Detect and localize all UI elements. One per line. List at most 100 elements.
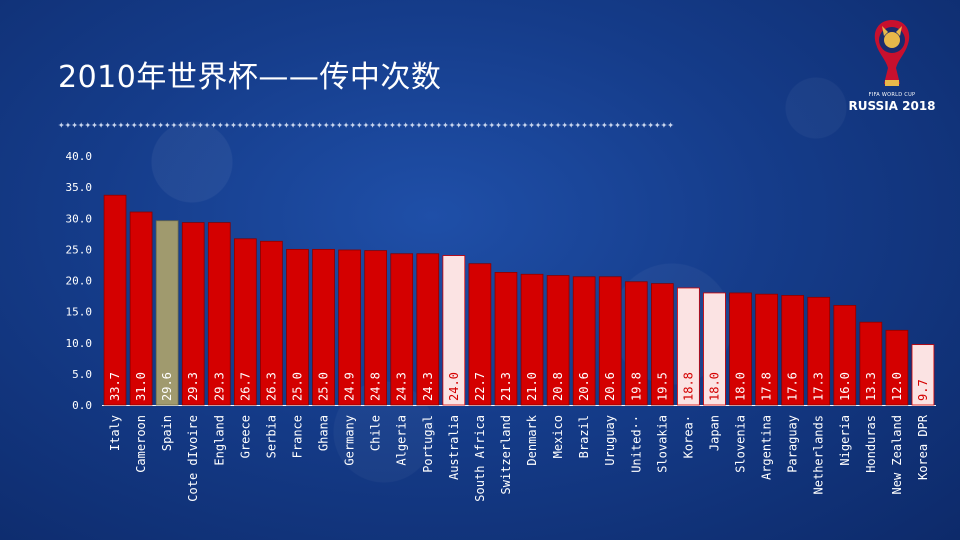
x-tick-label: Switzerland: [499, 415, 513, 494]
bar: [181, 222, 205, 406]
x-tick-label: England: [212, 415, 226, 466]
x-tick-label: Netherlands: [812, 415, 826, 494]
x-tick-label: Ghana: [317, 415, 331, 451]
bar-value-label: 19.8: [629, 372, 643, 401]
bar-value-label: 25.0: [290, 372, 304, 401]
bar: [468, 263, 492, 406]
bar: [650, 283, 674, 406]
y-tick-label: 25.0: [66, 243, 93, 256]
y-tick-label: 10.0: [66, 337, 93, 350]
x-tick-label: Paraguay: [786, 415, 800, 473]
y-tick-label: 5.0: [72, 368, 92, 381]
bar: [885, 329, 909, 406]
bar: [207, 222, 231, 406]
bar-value-label: 17.6: [786, 372, 800, 401]
page-title: 2010年世界杯——传中次数: [58, 60, 442, 95]
bar: [520, 273, 544, 406]
x-tick-label: Algeria: [395, 415, 409, 466]
x-tick-label: Greece: [238, 415, 252, 458]
bar: [494, 272, 518, 406]
logo-caption: FIFA WORLD CUP: [868, 92, 916, 98]
x-tick-label: Nigeria: [838, 415, 852, 466]
y-tick-label: 35.0: [66, 181, 93, 194]
bar-value-label: 25.0: [317, 372, 331, 401]
x-tick-label: Serbia: [264, 415, 278, 458]
bar-value-label: 12.0: [890, 372, 904, 401]
bar: [390, 253, 414, 406]
x-tick-label: Chile: [369, 415, 383, 451]
x-tick-label: Germany: [343, 415, 357, 466]
bar: [781, 295, 805, 406]
x-tick-label: Cameroon: [134, 415, 148, 473]
y-tick-label: 0.0: [72, 399, 92, 412]
bar-value-label: 18.8: [681, 372, 695, 401]
x-tick-label: Italy: [108, 415, 122, 451]
bar: [364, 250, 388, 406]
bar: [338, 249, 361, 406]
bar-value-label: 31.0: [134, 372, 148, 401]
bar: [755, 293, 778, 406]
bar-value-label: 19.5: [655, 372, 669, 401]
y-tick-label: 15.0: [66, 306, 93, 319]
x-tick-label: Japan: [707, 415, 721, 451]
bar: [312, 248, 335, 406]
x-tick-label: New Zealand: [890, 415, 904, 494]
bar-value-label: 26.7: [238, 372, 252, 401]
bar: [911, 344, 935, 406]
x-tick-label: Cote dIvoire: [186, 415, 200, 502]
bar-value-label: 29.3: [212, 372, 226, 401]
y-tick-label: 20.0: [66, 275, 93, 288]
x-tick-label: United··: [629, 415, 643, 473]
bar: [807, 296, 831, 406]
bar-value-label: 24.8: [369, 372, 383, 401]
bar-value-label: 9.7: [916, 379, 930, 401]
bar-value-label: 16.0: [838, 372, 852, 401]
bar: [129, 211, 153, 406]
bar-value-label: 24.9: [343, 372, 357, 401]
x-tick-label: Slovakia: [655, 415, 669, 473]
bar-value-label: 22.7: [473, 372, 487, 401]
bar-value-label: 24.3: [395, 372, 409, 401]
logo-wordmark: RUSSIA 2018: [848, 99, 936, 113]
x-tick-label: Mexico: [551, 415, 565, 458]
bar-value-label: 33.7: [108, 372, 122, 401]
bar: [233, 238, 257, 406]
trophy-icon: [874, 20, 910, 86]
bar-value-label: 29.6: [160, 372, 174, 401]
bar-value-label: 24.0: [447, 372, 461, 401]
bar: [572, 276, 596, 406]
x-tick-label: Portugal: [421, 415, 435, 473]
bar-value-label: 21.0: [525, 372, 539, 401]
x-tick-label: Uruguay: [603, 415, 617, 466]
x-tick-label: Korea·: [681, 415, 695, 458]
x-tick-label: South Africa: [473, 415, 487, 502]
bar: [859, 321, 883, 406]
bar-value-label: 20.8: [551, 372, 565, 401]
decorative-divider: ✦✦✦✦✦✦✦✦✦✦✦✦✦✦✦✦✦✦✦✦✦✦✦✦✦✦✦✦✦✦✦✦✦✦✦✦✦✦✦✦…: [58, 119, 674, 131]
x-tick-label: Spain: [160, 415, 174, 451]
x-tick-label: Brazil: [577, 415, 591, 458]
bar: [155, 220, 179, 406]
bar: [598, 276, 622, 406]
bar-value-label: 17.3: [812, 372, 826, 401]
bar: [624, 281, 648, 406]
y-tick-label: 40.0: [66, 150, 93, 163]
bar: [103, 194, 127, 406]
x-tick-label: Argentina: [760, 415, 774, 480]
bar-value-label: 24.3: [421, 372, 435, 401]
x-tick-label: Korea DPR: [916, 414, 930, 480]
bar: [546, 275, 570, 406]
bar-value-label: 13.3: [864, 372, 878, 401]
x-tick-label: Honduras: [864, 415, 878, 473]
bar-value-label: 21.3: [499, 372, 513, 401]
bar: [833, 304, 857, 406]
bar-value-label: 20.6: [577, 372, 591, 401]
bar: [729, 292, 752, 406]
x-tick-label: Australia: [447, 415, 461, 480]
x-tick-label: Denmark: [525, 414, 539, 465]
bar: [260, 240, 283, 406]
bar: [286, 248, 309, 406]
bar: [416, 253, 440, 406]
bar: [703, 292, 726, 406]
